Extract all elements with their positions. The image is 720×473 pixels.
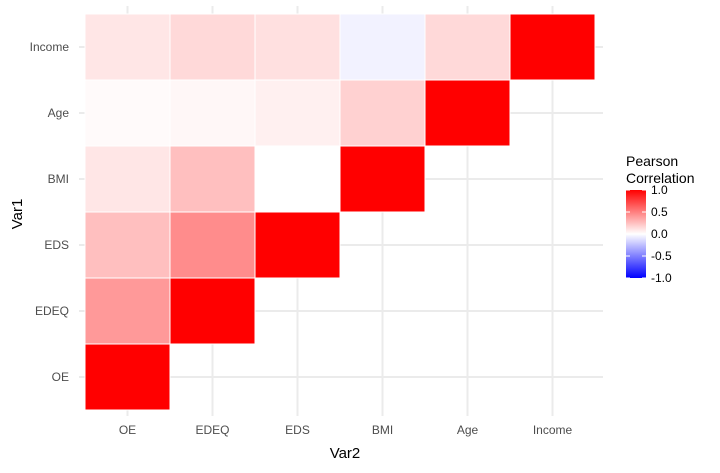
legend-title-line2: Correlation	[626, 170, 694, 186]
heatmap-cell-eds-eds	[254, 211, 341, 279]
x-tick-label-age: Age	[457, 423, 479, 437]
legend-tick-label: -0.5	[651, 249, 672, 263]
heatmap-cell-edeq-edeq	[169, 277, 256, 345]
heatmap-cell-income-bmi	[339, 13, 426, 81]
heatmap-cell-oe-oe	[84, 343, 171, 411]
heatmap-cell-income-income	[509, 13, 596, 81]
heatmap-cell-age-oe	[84, 79, 171, 147]
y-tick-label-oe: OE	[52, 370, 69, 384]
heatmap-cell-income-eds	[254, 13, 341, 81]
legend-tick-label: 0.0	[651, 227, 668, 241]
legend-tick-label: 0.5	[651, 205, 668, 219]
y-tick-label-income: Income	[30, 40, 70, 54]
heatmap-cell-income-oe	[84, 13, 171, 81]
legend: Pearson Correlation 1.0 0.5 0.0 -0.5 -1.0	[626, 153, 694, 285]
heatmap-cell-income-age	[424, 13, 511, 81]
heatmap-cell-age-age	[424, 79, 511, 147]
heatmap-cell-edeq-oe	[84, 277, 171, 345]
x-tick-label-income: Income	[533, 423, 573, 437]
x-tick-label-bmi: BMI	[372, 423, 393, 437]
heatmap-cells	[84, 13, 596, 411]
heatmap-cell-bmi-eds	[254, 145, 341, 213]
heatmap-cell-bmi-oe	[84, 145, 171, 213]
heatmap-cell-income-edeq	[169, 13, 256, 81]
heatmap-cell-bmi-edeq	[169, 145, 256, 213]
x-axis-tick-labels: OE EDEQ EDS BMI Age Income	[119, 423, 573, 437]
y-axis-title: Var1	[9, 199, 26, 230]
heatmap-cell-age-bmi	[339, 79, 426, 147]
x-axis-title: Var2	[330, 445, 361, 462]
y-axis-tick-labels: OE EDEQ EDS BMI Age Income	[30, 40, 70, 384]
heatmap-cell-age-edeq	[169, 79, 256, 147]
x-tick-label-oe: OE	[119, 423, 136, 437]
legend-tick-label: 1.0	[651, 183, 668, 197]
y-tick-label-bmi: BMI	[48, 172, 69, 186]
x-tick-label-edeq: EDEQ	[195, 423, 229, 437]
heatmap-cell-bmi-bmi	[339, 145, 426, 213]
heatmap-cell-eds-edeq	[169, 211, 256, 279]
legend-ticks: 1.0 0.5 0.0 -0.5 -1.0	[626, 183, 672, 285]
y-tick-label-age: Age	[48, 106, 70, 120]
y-tick-label-eds: EDS	[44, 238, 69, 252]
legend-tick-label: -1.0	[651, 271, 672, 285]
legend-color-bar	[626, 190, 646, 278]
legend-title-line1: Pearson	[626, 153, 678, 169]
heatmap-cell-age-eds	[254, 79, 341, 147]
heatmap-cell-eds-oe	[84, 211, 171, 279]
x-tick-label-eds: EDS	[285, 423, 310, 437]
y-tick-label-edeq: EDEQ	[35, 304, 69, 318]
